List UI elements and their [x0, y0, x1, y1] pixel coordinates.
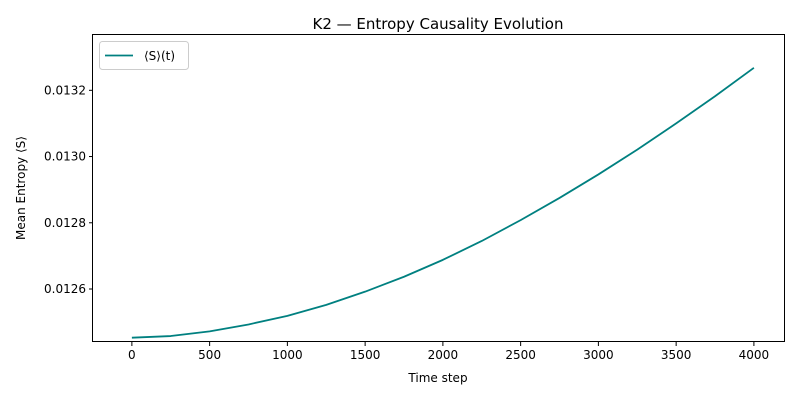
- x-tick-label: 2500: [505, 348, 536, 362]
- y-tick-label: 0.0130: [44, 150, 86, 164]
- x-tick-label: 0: [128, 348, 136, 362]
- legend: ⟨S⟩(t): [99, 41, 189, 70]
- y-tick-label: 0.0126: [44, 282, 86, 296]
- x-tick-label: 3000: [583, 348, 614, 362]
- y-axis-label: Mean Entropy ⟨S⟩: [14, 136, 28, 240]
- x-tick-label: 4000: [739, 348, 770, 362]
- x-axis: 0 500 1000 1500 2000 2500 3000 3500 4000: [128, 342, 769, 362]
- x-tick-label: 1500: [350, 348, 381, 362]
- plot-frame: [92, 34, 785, 342]
- x-axis-label: Time step: [407, 371, 467, 385]
- chart-title: K2 — Entropy Causality Evolution: [313, 15, 564, 33]
- legend-label: ⟨S⟩(t): [144, 49, 175, 63]
- y-tick-label: 0.0128: [44, 216, 86, 230]
- x-tick-label: 500: [198, 348, 221, 362]
- y-tick-label: 0.0132: [44, 83, 86, 97]
- series-line: [131, 67, 755, 339]
- x-tick-label: 3500: [661, 348, 692, 362]
- x-tick-label: 1000: [272, 348, 303, 362]
- legend-box: [99, 41, 189, 70]
- y-axis: 0.0126 0.0128 0.0130 0.0132: [44, 83, 93, 296]
- x-tick-label: 2000: [428, 348, 459, 362]
- series-layer: [131, 67, 755, 339]
